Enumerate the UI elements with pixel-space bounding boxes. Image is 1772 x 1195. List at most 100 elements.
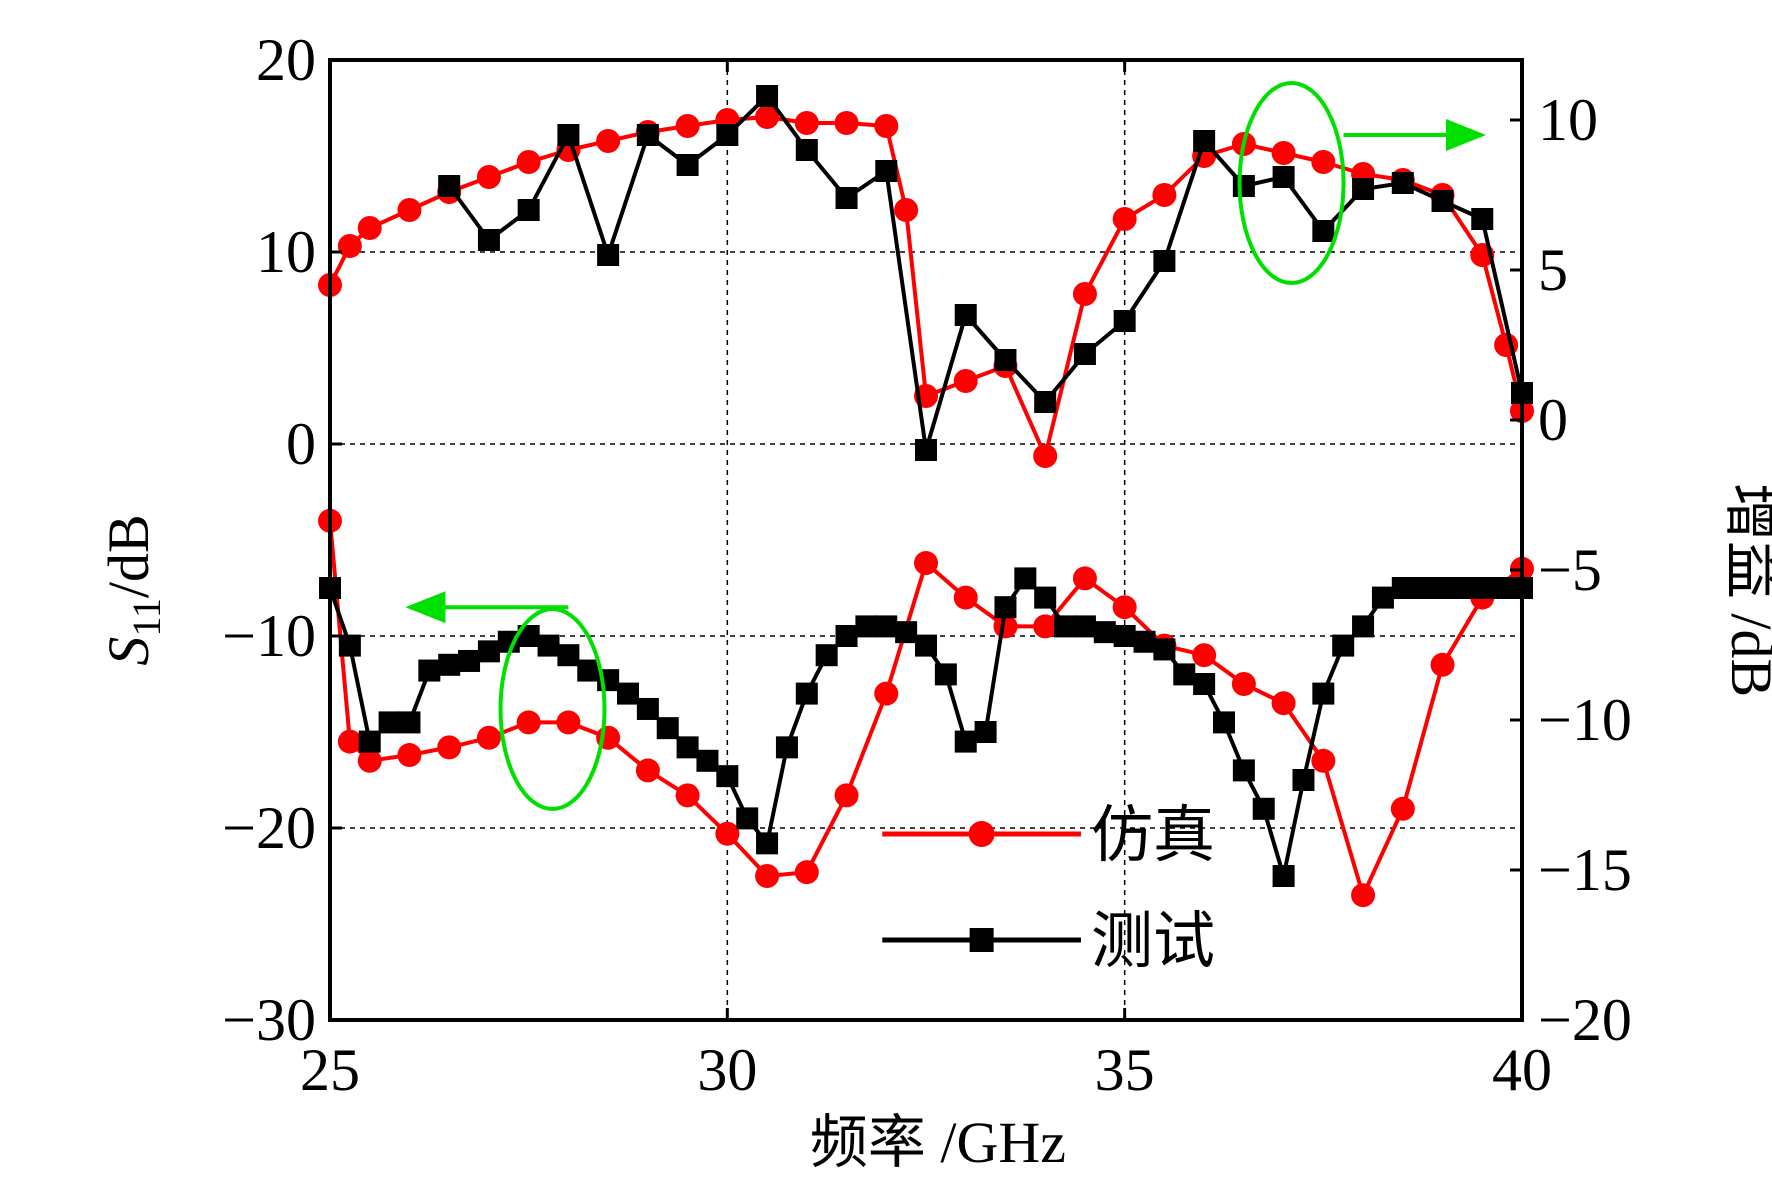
y-axis-title-left-unit: /dB [96, 514, 161, 598]
data-point [795, 139, 818, 161]
data-point [756, 85, 779, 107]
plot-frame [328, 58, 1524, 1022]
x-tick-label: 25 [300, 1037, 360, 1103]
data-point [834, 111, 859, 135]
y-axis-title-left-subscript: 11 [124, 598, 169, 637]
data-point [716, 765, 739, 788]
series-增益-仿真 [318, 105, 1534, 468]
data-point [1072, 282, 1097, 306]
series-layer [318, 85, 1534, 908]
data-point [855, 615, 878, 638]
legend-marker [969, 928, 994, 952]
tick-layer: 25 30 35 40 −30 −20 −10 0 10 20 −20 −15 −10 −5 0 5 10 [222, 27, 1632, 1103]
data-point [1391, 172, 1414, 194]
y-tick-label-right: 10 [1538, 87, 1598, 153]
legend-marker [968, 821, 995, 847]
y-tick-label-left: 20 [256, 27, 316, 93]
legend-label: 仿真 [1091, 798, 1215, 871]
data-point [1034, 391, 1057, 413]
x-axis-title: 频率 /GHz [810, 1110, 1066, 1175]
data-point [1153, 638, 1176, 661]
data-point [378, 711, 401, 734]
data-point [1152, 183, 1177, 207]
data-point [1271, 691, 1296, 716]
data-point [874, 114, 899, 138]
data-point [1213, 711, 1235, 734]
data-point [476, 165, 501, 189]
legend-label: 测试 [1091, 904, 1215, 977]
data-point [437, 735, 462, 760]
data-point [1390, 796, 1415, 821]
data-point [1113, 625, 1136, 647]
data-point [1033, 444, 1058, 468]
data-point [1311, 748, 1336, 773]
data-point [1292, 769, 1315, 791]
data-point [755, 864, 780, 888]
data-point [1232, 175, 1255, 197]
data-point [815, 644, 838, 667]
data-point [794, 111, 819, 135]
data-point [635, 758, 660, 783]
data-point [954, 730, 977, 753]
data-point [1232, 759, 1255, 782]
data-point [1072, 566, 1097, 591]
data-point [1193, 130, 1216, 152]
data-point [418, 659, 441, 682]
data-point [477, 229, 500, 251]
data-point [716, 124, 739, 146]
data-point [1093, 621, 1116, 644]
data-point [834, 783, 859, 808]
data-point [1073, 615, 1096, 638]
data-point [1431, 577, 1454, 599]
data-point [1391, 577, 1414, 599]
data-point [934, 663, 957, 686]
data-point [1272, 865, 1295, 887]
data-point [675, 783, 700, 808]
data-point [477, 640, 500, 663]
x-tick-label: 35 [1095, 1037, 1155, 1103]
data-point [337, 729, 362, 754]
data-point [994, 349, 1017, 371]
data-point [1231, 672, 1256, 696]
data-point [1014, 567, 1037, 590]
data-point [338, 634, 361, 657]
data-point [1271, 141, 1296, 165]
annotation-ellipse [1237, 81, 1346, 285]
data-point [497, 630, 520, 653]
y-tick-label-right: −5 [1538, 537, 1602, 603]
data-point [1431, 190, 1454, 212]
data-point [914, 551, 938, 576]
y-tick-label-left: −10 [222, 603, 316, 669]
data-point [1153, 250, 1176, 272]
data-point [1133, 630, 1156, 653]
data-point [795, 682, 818, 705]
data-point [597, 244, 620, 266]
data-point [617, 682, 639, 705]
y-tick-label-left: −20 [222, 795, 316, 861]
data-point [636, 697, 659, 720]
legend-item-测试: 测试 [882, 904, 1215, 977]
data-point [974, 721, 997, 743]
data-point [537, 634, 560, 657]
data-point [438, 175, 461, 197]
data-point [358, 730, 381, 753]
data-point [1411, 577, 1434, 599]
data-point [755, 105, 780, 129]
data-point [1312, 220, 1335, 242]
series-增益-测试 [438, 85, 1533, 461]
data-point [397, 743, 422, 768]
data-point [516, 150, 541, 174]
data-point [636, 124, 659, 146]
data-point [894, 198, 919, 222]
data-point [835, 187, 858, 209]
data-point [1371, 586, 1394, 609]
data-point [1112, 595, 1137, 620]
s11-curve-ellipse [405, 591, 607, 811]
data-point [398, 711, 421, 734]
y-tick-label-right: −20 [1538, 987, 1632, 1053]
data-point [1033, 614, 1058, 639]
data-point [458, 649, 481, 672]
y-axis-title-right: 增益 /dB [1719, 483, 1772, 697]
